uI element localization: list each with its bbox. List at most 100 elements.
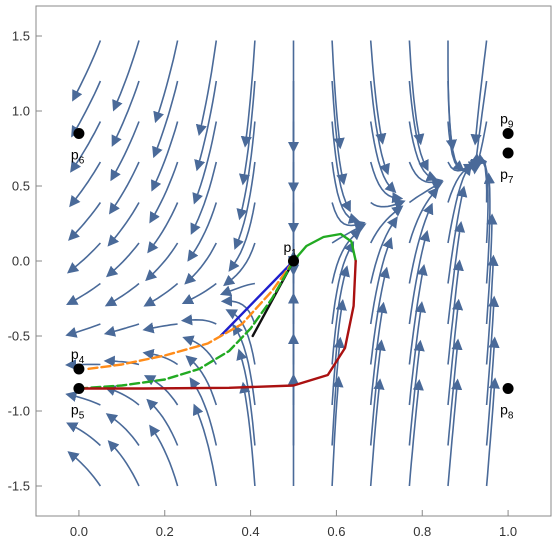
- stream-arrow-39: [182, 335, 217, 365]
- label-p6: p6: [71, 147, 85, 167]
- stream-arrow-77: [331, 228, 362, 284]
- stream-arrow-13: [105, 413, 140, 446]
- y-tick-label-4: -0.5: [8, 329, 30, 344]
- stream-arrow-110: [447, 298, 464, 406]
- stream-arrow-72: [331, 375, 344, 487]
- stream-arrow-50: [232, 323, 256, 406]
- point-p4: [73, 363, 85, 375]
- x-tick-label-1: 0.2: [156, 524, 174, 539]
- stream-arrow-84: [369, 378, 385, 487]
- stream-arrow-122: [485, 295, 500, 406]
- stream-arrow-15: [103, 355, 140, 367]
- point-p9: [502, 128, 514, 139]
- point-p7: [502, 147, 514, 159]
- stream-arrow-86: [369, 301, 388, 406]
- stream-arrow-35: [153, 40, 179, 124]
- stream-arrow-57: [236, 121, 256, 221]
- stream-arrow-91: [370, 199, 406, 210]
- stream-arrow-7: [68, 202, 102, 241]
- y-tick-label-6: -1.5: [8, 479, 30, 494]
- stream-arrow-99: [408, 263, 428, 365]
- label-p9: p9: [500, 111, 514, 131]
- stream-arrow-23: [112, 40, 140, 112]
- stream-arrow-18: [105, 242, 140, 278]
- stream-arrow-53: [219, 282, 256, 297]
- y-tick-label-5: -1.0: [8, 404, 30, 419]
- y-tick-label-3: 0.0: [12, 254, 30, 269]
- stream-arrow-121: [485, 336, 500, 446]
- stream-arrow-6: [66, 242, 101, 274]
- stream-arrow-31: [147, 202, 179, 254]
- x-tick-label-2: 0.4: [242, 524, 260, 539]
- x-tick-label-5: 1.0: [499, 524, 517, 539]
- stream-arrow-42: [184, 242, 218, 285]
- stream-arrow-120: [485, 377, 500, 487]
- stream-arrow-1: [66, 422, 101, 447]
- stream-arrow-48: [239, 381, 256, 487]
- stream-arrow-79: [331, 202, 366, 231]
- stream-arrow-101: [408, 202, 434, 284]
- stream-arrow-112: [447, 220, 466, 325]
- trajectory-5: [77, 259, 357, 390]
- stream-arrow-75: [331, 265, 350, 365]
- axes: 0.0 0.2 0.4 0.6 0.8 1.0 1.5 1.0 0.5 0.0 -0.5 -1.0 -1…: [8, 29, 518, 540]
- stream-arrow-94: [369, 80, 390, 176]
- stream-arrow-38: [185, 355, 218, 406]
- stream-arrow-41: [181, 282, 217, 305]
- label-p4: p4: [71, 346, 85, 366]
- stream-arrow-55: [228, 202, 256, 272]
- y-tick-label-0: 1.5: [12, 29, 30, 44]
- stream-arrow-76: [331, 240, 355, 325]
- stream-arrow-3: [65, 359, 101, 371]
- stream-arrow-5: [66, 282, 101, 305]
- stream-arrow-113: [447, 185, 468, 284]
- stream-arrow-59: [240, 40, 256, 148]
- stream-arrow-54: [223, 242, 256, 287]
- stream-arrow-109: [447, 338, 463, 446]
- stream-arrow-92: [369, 161, 404, 204]
- stream-arrow-74: [331, 298, 347, 406]
- stream-arrow-106: [408, 80, 429, 172]
- x-tick-label-0: 0.0: [70, 524, 88, 539]
- stream-arrow-131: [470, 40, 488, 146]
- stream-arrow-34: [152, 80, 179, 159]
- label-p5: p5: [71, 402, 85, 422]
- trajectory-4: [292, 232, 357, 263]
- stream-arrow-30: [145, 242, 179, 282]
- y-tick-label-1: 1.0: [12, 104, 30, 119]
- stream-arrow-12: [107, 440, 140, 487]
- trajectory-0: [219, 259, 295, 338]
- stream-arrow-96: [408, 378, 424, 487]
- stream-arrow-33: [151, 121, 179, 192]
- stream-arrow-2: [65, 390, 101, 406]
- stream-arrow-98: [408, 301, 427, 406]
- stream-arrow-97: [408, 339, 425, 446]
- label-p1: p1: [284, 239, 298, 259]
- stream-arrow-8: [69, 161, 102, 208]
- stream-arrow-25: [146, 398, 179, 446]
- stream-arrow-11: [72, 40, 102, 102]
- stream-arrow-83: [331, 40, 345, 150]
- equilibrium-points: p1 p4 p5 p6 p7 p8 p9: [71, 111, 514, 422]
- stream-arrow-108: [447, 378, 463, 487]
- stream-arrow-90: [369, 205, 404, 244]
- stream-arrow-36: [192, 403, 218, 487]
- stream-arrow-20: [108, 161, 140, 215]
- point-p6: [73, 128, 85, 139]
- stream-arrow-24: [149, 424, 179, 487]
- x-tick-label-4: 0.8: [413, 524, 431, 539]
- stream-arrow-119: [445, 40, 458, 151]
- stream-arrow-16: [103, 323, 140, 337]
- stream-arrow-28: [142, 322, 178, 334]
- x-tick-label-3: 0.6: [327, 524, 345, 539]
- stream-arrow-0: [67, 451, 102, 487]
- stream-arrow-89: [369, 216, 398, 284]
- trajectory-layer: [77, 232, 357, 390]
- point-p5: [73, 383, 85, 394]
- stream-arrow-87: [369, 266, 390, 365]
- stream-arrow-85: [369, 339, 386, 446]
- stream-arrow-123: [485, 254, 499, 365]
- stream-arrow-114: [447, 163, 472, 244]
- stream-arrow-111: [447, 259, 464, 365]
